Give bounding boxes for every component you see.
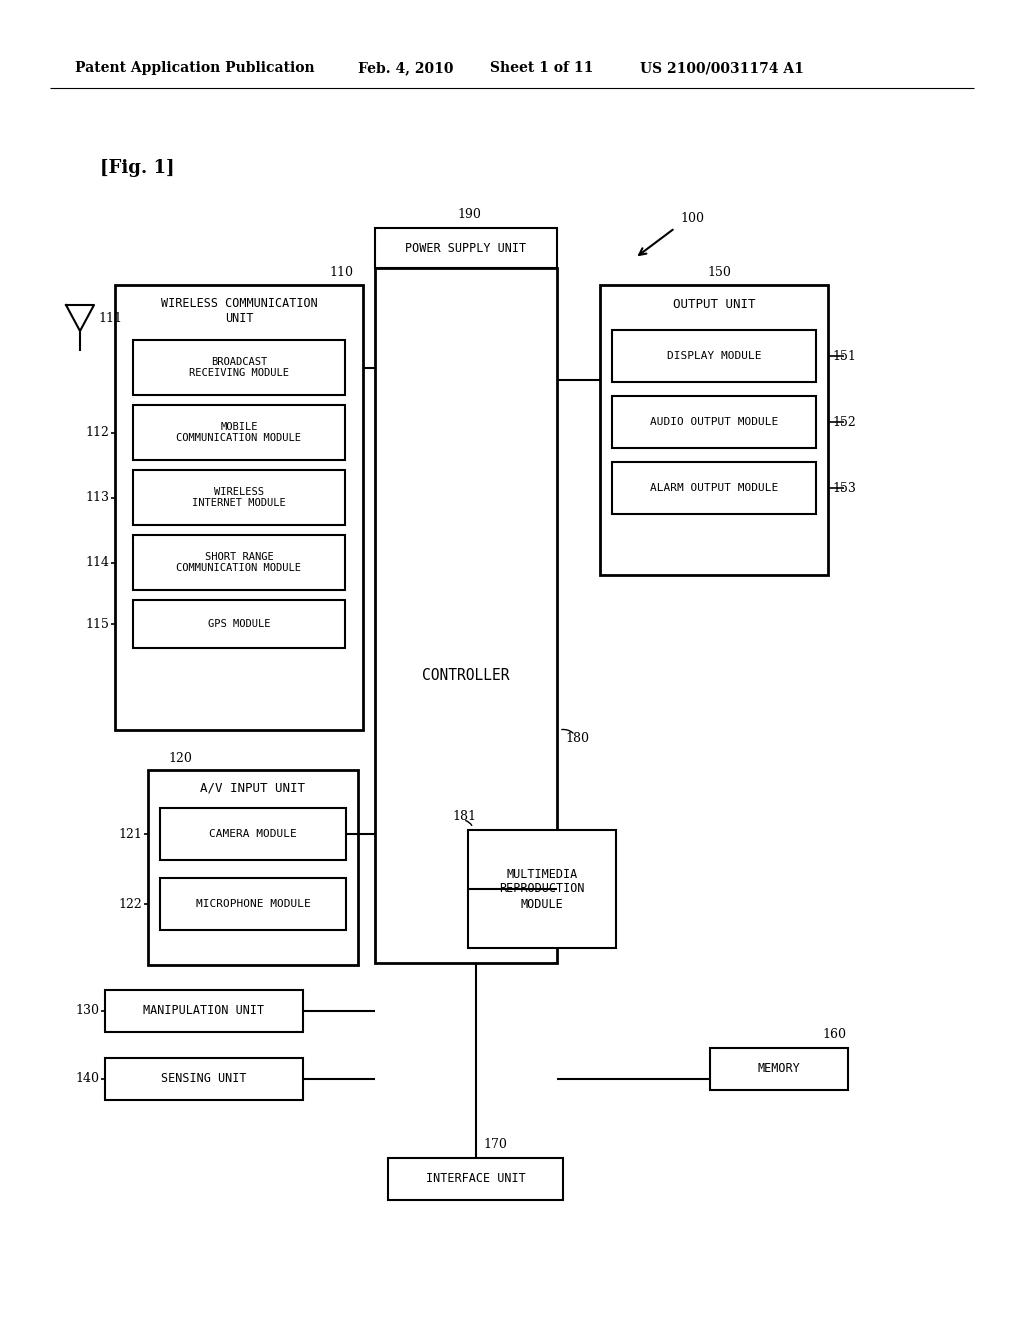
Text: GPS MODULE: GPS MODULE <box>208 619 270 630</box>
Bar <box>710 1048 848 1090</box>
Text: CAMERA MODULE: CAMERA MODULE <box>209 829 297 840</box>
Bar <box>148 770 358 965</box>
Bar <box>115 285 362 730</box>
Bar <box>388 1158 563 1200</box>
Bar <box>105 990 303 1032</box>
Text: MICROPHONE MODULE: MICROPHONE MODULE <box>196 899 310 909</box>
Bar <box>133 535 345 590</box>
Text: 160: 160 <box>822 1028 846 1041</box>
Text: 122: 122 <box>118 898 142 911</box>
Text: 190: 190 <box>457 209 481 222</box>
Text: 151: 151 <box>831 350 856 363</box>
Bar <box>468 830 616 948</box>
Text: MULTIMEDIA
REPRODUCTION
MODULE: MULTIMEDIA REPRODUCTION MODULE <box>500 867 585 911</box>
Text: AUDIO OUTPUT MODULE: AUDIO OUTPUT MODULE <box>650 417 778 426</box>
Bar <box>612 396 816 447</box>
Text: 140: 140 <box>75 1072 99 1085</box>
Bar <box>612 462 816 513</box>
Text: 100: 100 <box>680 211 705 224</box>
Bar <box>133 405 345 459</box>
Text: INTERFACE UNIT: INTERFACE UNIT <box>426 1172 525 1185</box>
Text: CONTROLLER: CONTROLLER <box>422 668 510 682</box>
Text: A/V INPUT UNIT: A/V INPUT UNIT <box>201 781 305 795</box>
Text: Sheet 1 of 11: Sheet 1 of 11 <box>490 61 593 75</box>
Text: Feb. 4, 2010: Feb. 4, 2010 <box>358 61 454 75</box>
Text: 181: 181 <box>452 810 476 824</box>
Text: [Fig. 1]: [Fig. 1] <box>100 158 174 177</box>
Bar <box>612 330 816 381</box>
Text: WIRELESS COMMUNICATION
UNIT: WIRELESS COMMUNICATION UNIT <box>161 297 317 325</box>
Text: 170: 170 <box>483 1138 507 1151</box>
Bar <box>133 601 345 648</box>
Text: BROADCAST
RECEIVING MODULE: BROADCAST RECEIVING MODULE <box>189 356 289 379</box>
Bar <box>133 470 345 525</box>
Text: SENSING UNIT: SENSING UNIT <box>161 1072 247 1085</box>
Text: 112: 112 <box>85 426 109 440</box>
Text: WIRELESS
INTERNET MODULE: WIRELESS INTERNET MODULE <box>193 487 286 508</box>
Bar <box>160 878 346 931</box>
Text: 180: 180 <box>565 731 589 744</box>
Bar <box>133 341 345 395</box>
Text: MEMORY: MEMORY <box>758 1063 801 1076</box>
Text: 114: 114 <box>85 556 109 569</box>
Text: Patent Application Publication: Patent Application Publication <box>75 61 314 75</box>
Bar <box>375 268 557 964</box>
Text: 120: 120 <box>168 751 191 764</box>
Text: 113: 113 <box>85 491 109 504</box>
Text: US 2100/0031174 A1: US 2100/0031174 A1 <box>640 61 804 75</box>
Text: 152: 152 <box>831 416 856 429</box>
Text: POWER SUPPLY UNIT: POWER SUPPLY UNIT <box>406 242 526 255</box>
Bar <box>160 808 346 861</box>
Text: 150: 150 <box>707 267 731 280</box>
Text: OUTPUT UNIT: OUTPUT UNIT <box>673 298 756 312</box>
Text: 130: 130 <box>75 1005 99 1018</box>
Text: MOBILE
COMMUNICATION MODULE: MOBILE COMMUNICATION MODULE <box>176 421 301 444</box>
Text: 110: 110 <box>329 267 353 280</box>
Text: 111: 111 <box>98 313 122 326</box>
Bar <box>600 285 828 576</box>
Text: 115: 115 <box>85 618 109 631</box>
Text: 121: 121 <box>118 828 142 841</box>
Text: MANIPULATION UNIT: MANIPULATION UNIT <box>143 1005 264 1018</box>
Bar <box>375 228 557 268</box>
Text: SHORT RANGE
COMMUNICATION MODULE: SHORT RANGE COMMUNICATION MODULE <box>176 552 301 573</box>
Text: ALARM OUTPUT MODULE: ALARM OUTPUT MODULE <box>650 483 778 492</box>
Text: DISPLAY MODULE: DISPLAY MODULE <box>667 351 761 360</box>
Text: 153: 153 <box>831 482 856 495</box>
Bar <box>105 1059 303 1100</box>
